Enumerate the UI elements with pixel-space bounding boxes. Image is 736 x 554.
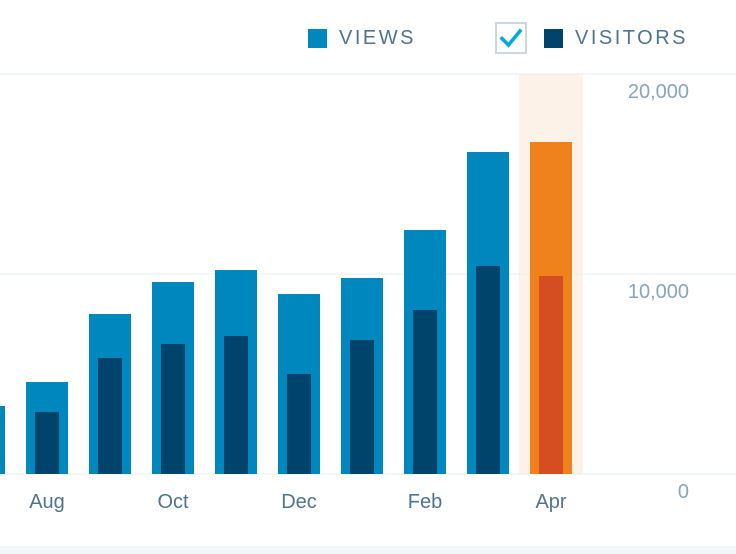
bar-group-apr[interactable]	[530, 142, 572, 474]
legend-views-label: VIEWS	[339, 27, 416, 49]
x-tick-label: Apr	[535, 491, 566, 513]
bar-group-mar[interactable]	[467, 152, 509, 474]
visitors-swatch	[544, 29, 563, 48]
visitors-bar	[35, 412, 59, 474]
legend-visitors-label: VISITORS	[575, 27, 688, 49]
y-tick-label: 0	[678, 481, 689, 503]
x-tick-label: Oct	[157, 491, 189, 513]
visitors-bar	[161, 344, 185, 474]
bar-group-jan[interactable]	[341, 278, 383, 474]
views-bar	[0, 406, 5, 474]
views-swatch	[308, 29, 327, 48]
bar-group-feb[interactable]	[404, 230, 446, 474]
bar-group-dec[interactable]	[278, 294, 320, 474]
visitors-bar	[287, 374, 311, 474]
x-tick-label: Dec	[281, 491, 317, 513]
checkmark-icon	[499, 28, 523, 48]
legend-views: VIEWS	[308, 27, 416, 50]
visitors-bar	[98, 358, 122, 474]
visitors-bar	[413, 310, 437, 474]
visitors-bar	[539, 276, 563, 474]
bar-group-sep[interactable]	[89, 314, 131, 474]
legend-visitors: VISITORS	[544, 27, 688, 50]
y-tick-label: 20,000	[628, 81, 689, 103]
bar-group-aug[interactable]	[26, 382, 68, 474]
visitors-bar	[350, 340, 374, 474]
bar-group-jul[interactable]	[0, 406, 5, 474]
bar-group-oct[interactable]	[152, 282, 194, 474]
chart-legend: VIEWS VISITORS	[0, 22, 736, 56]
visitors-bar	[224, 336, 248, 474]
visitors-toggle-checkbox[interactable]	[495, 22, 527, 54]
x-tick-label: Feb	[408, 491, 442, 513]
bar-group-nov[interactable]	[215, 270, 257, 474]
x-tick-label: Aug	[29, 491, 65, 513]
chart-footer-strip	[0, 546, 736, 554]
visitors-bar	[476, 266, 500, 474]
y-tick-label: 10,000	[628, 281, 689, 303]
